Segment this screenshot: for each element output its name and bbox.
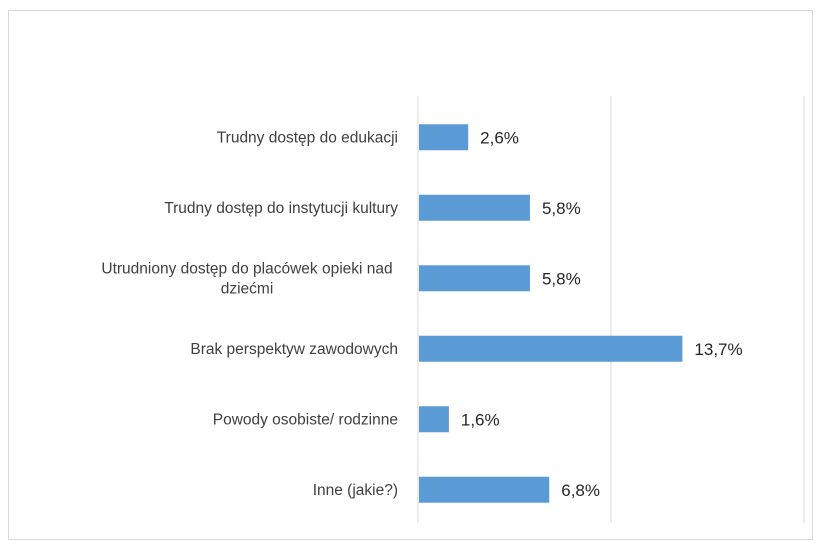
gridlines <box>417 96 805 523</box>
bar-3 <box>419 335 683 362</box>
data-label-0: 2,6% <box>480 128 519 147</box>
category-label-5: Inne (jakie?) <box>313 482 398 499</box>
bar-2 <box>419 265 530 292</box>
chart-area <box>8 10 813 540</box>
labels: 2,6% Trudny dostęp do edukacji 5,8% Trudny … <box>101 128 742 500</box>
category-label-0: Trudny dostęp do edukacji <box>217 129 398 146</box>
category-label-1: Trudny dostęp do instytucji kultury <box>164 200 398 217</box>
category-label-3: Brak perspektyw zawodowych <box>190 341 398 358</box>
category-label-2: Utrudniony dostęp do placówek opieki nad… <box>101 260 392 297</box>
data-label-1: 5,8% <box>542 199 581 218</box>
data-label-4: 1,6% <box>461 410 500 429</box>
data-label-5: 6,8% <box>561 481 600 500</box>
bar-1 <box>419 194 530 221</box>
bars <box>419 124 683 503</box>
bar-0 <box>419 124 469 151</box>
data-label-3: 13,7% <box>694 340 742 359</box>
data-label-2: 5,8% <box>542 269 581 288</box>
category-label-4: Powody osobiste/ rodzinne <box>213 411 398 428</box>
bar-5 <box>419 476 550 503</box>
bar-4 <box>419 406 449 433</box>
